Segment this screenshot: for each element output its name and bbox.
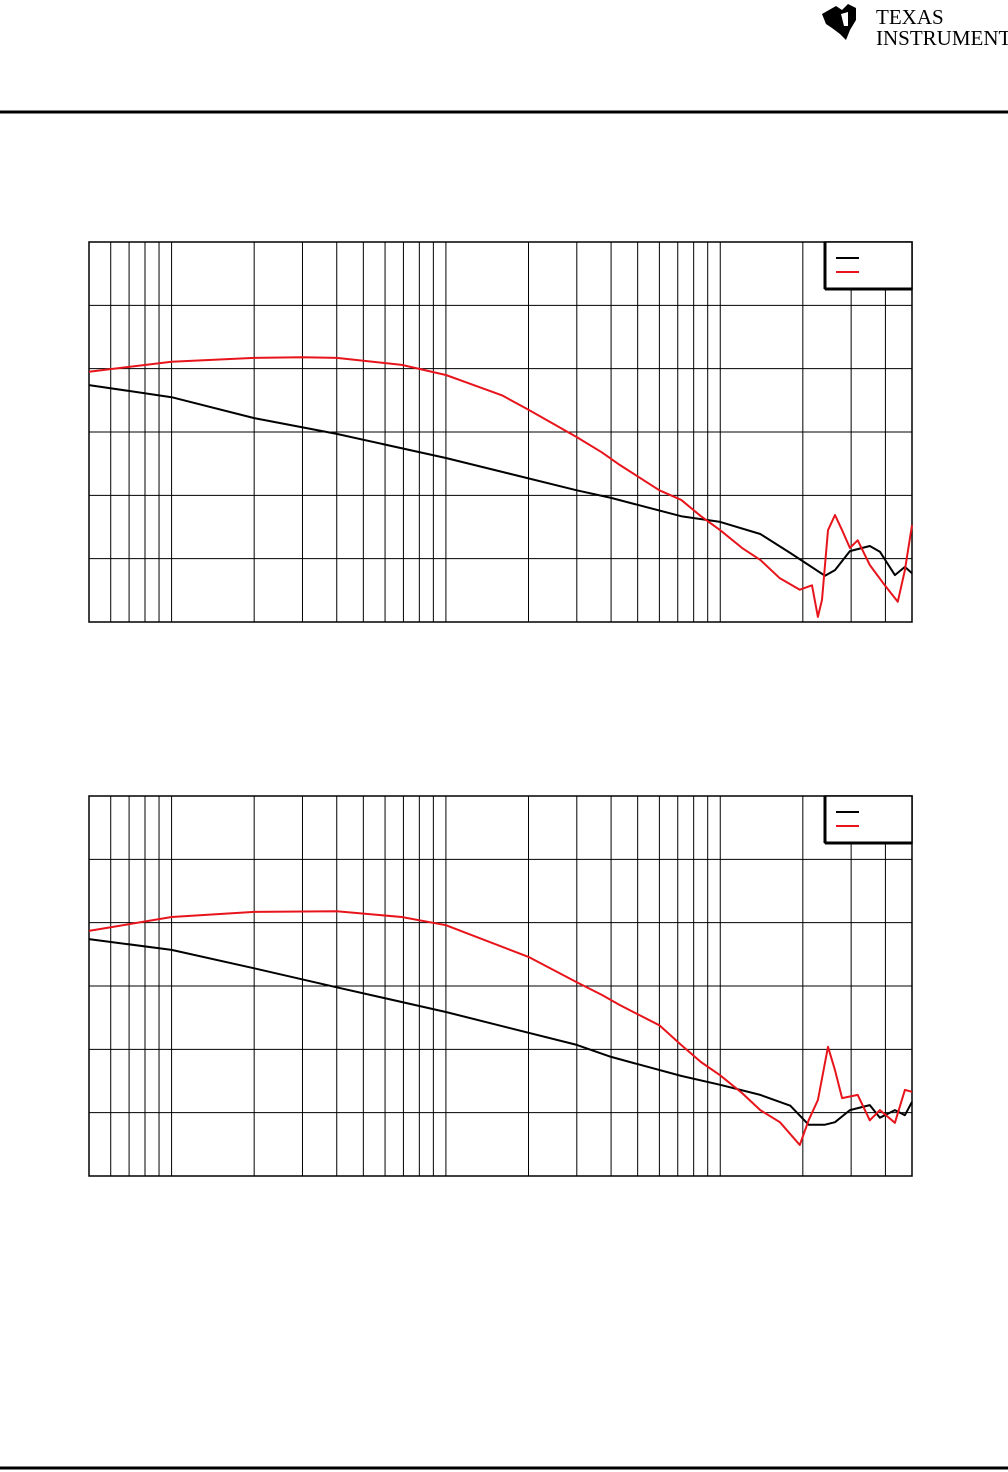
series-line xyxy=(88,356,913,618)
series-line xyxy=(88,384,913,577)
logo: TEXAS INSTRUMENTS xyxy=(822,4,1008,50)
series-line xyxy=(88,938,913,1126)
legend-box xyxy=(824,795,913,844)
plot-frame xyxy=(88,795,913,1177)
logo-text: TEXAS xyxy=(876,5,944,29)
charts xyxy=(88,241,913,1177)
series-line xyxy=(88,910,913,1146)
plot-frame xyxy=(88,241,913,623)
logo-text: INSTRUMENTS xyxy=(876,26,1008,50)
legend-box xyxy=(824,241,913,290)
logo-emblem-cut xyxy=(841,12,848,26)
chart xyxy=(88,795,913,1177)
chart xyxy=(88,241,913,623)
logo-emblem xyxy=(822,4,856,40)
